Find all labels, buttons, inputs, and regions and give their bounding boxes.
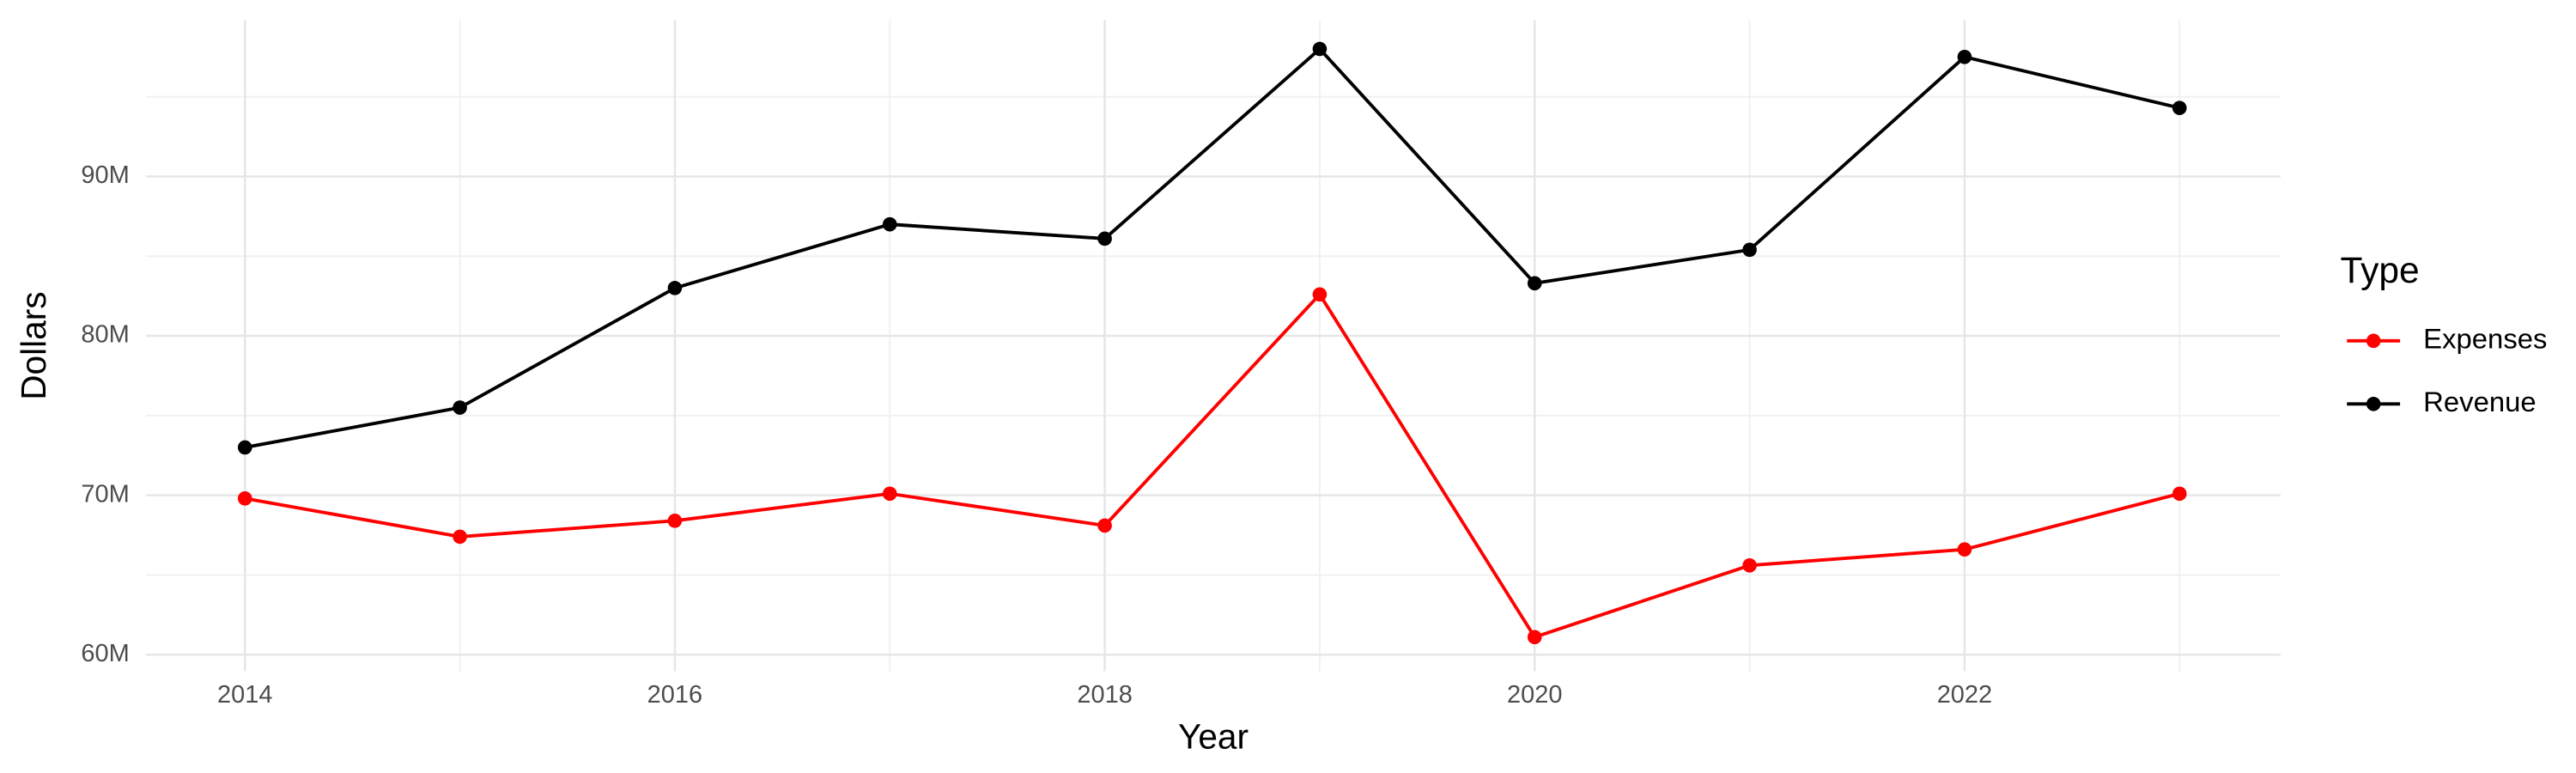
data-point <box>667 281 683 295</box>
data-point <box>237 491 252 506</box>
data-point <box>1312 287 1327 302</box>
data-point <box>453 400 467 415</box>
series-line <box>244 291 2180 640</box>
legend-label: Expenses <box>2423 323 2547 355</box>
x-tick-label: 2014 <box>217 681 272 709</box>
data-point <box>882 486 897 502</box>
data-point <box>1527 630 1542 645</box>
y-tick-label: 80M <box>81 321 129 349</box>
y-tick-label: 70M <box>81 480 129 508</box>
data-point <box>2172 486 2187 502</box>
series-line <box>244 46 2180 449</box>
legend-swatch-point <box>2366 333 2381 349</box>
data-point <box>1957 49 1972 64</box>
data-point <box>453 529 467 545</box>
data-point <box>1097 231 1112 247</box>
x-tick-label: 2018 <box>1077 681 1132 709</box>
data-point <box>882 216 897 232</box>
legend-swatch-point <box>2366 396 2381 411</box>
data-point <box>1097 518 1112 533</box>
legend-label: Revenue <box>2423 386 2537 417</box>
x-axis-title: Year <box>1178 716 1249 756</box>
grid <box>146 20 2281 672</box>
legend-title: Type <box>2341 251 2420 291</box>
y-axis-title: Dollars <box>14 292 53 400</box>
data-point <box>1312 41 1327 57</box>
x-tick-label: 2016 <box>647 681 702 709</box>
data-point <box>1742 242 1757 258</box>
data-point <box>2172 100 2187 115</box>
data-point <box>1957 542 1972 557</box>
x-tick-label: 2022 <box>1937 681 1992 709</box>
data-point <box>667 514 683 528</box>
y-tick-label: 60M <box>81 640 129 667</box>
y-tick-label: 90M <box>81 161 129 189</box>
x-tick-label: 2020 <box>1507 681 1562 709</box>
data-point <box>237 440 252 455</box>
data-point <box>1742 557 1757 573</box>
data-point <box>1527 276 1542 291</box>
